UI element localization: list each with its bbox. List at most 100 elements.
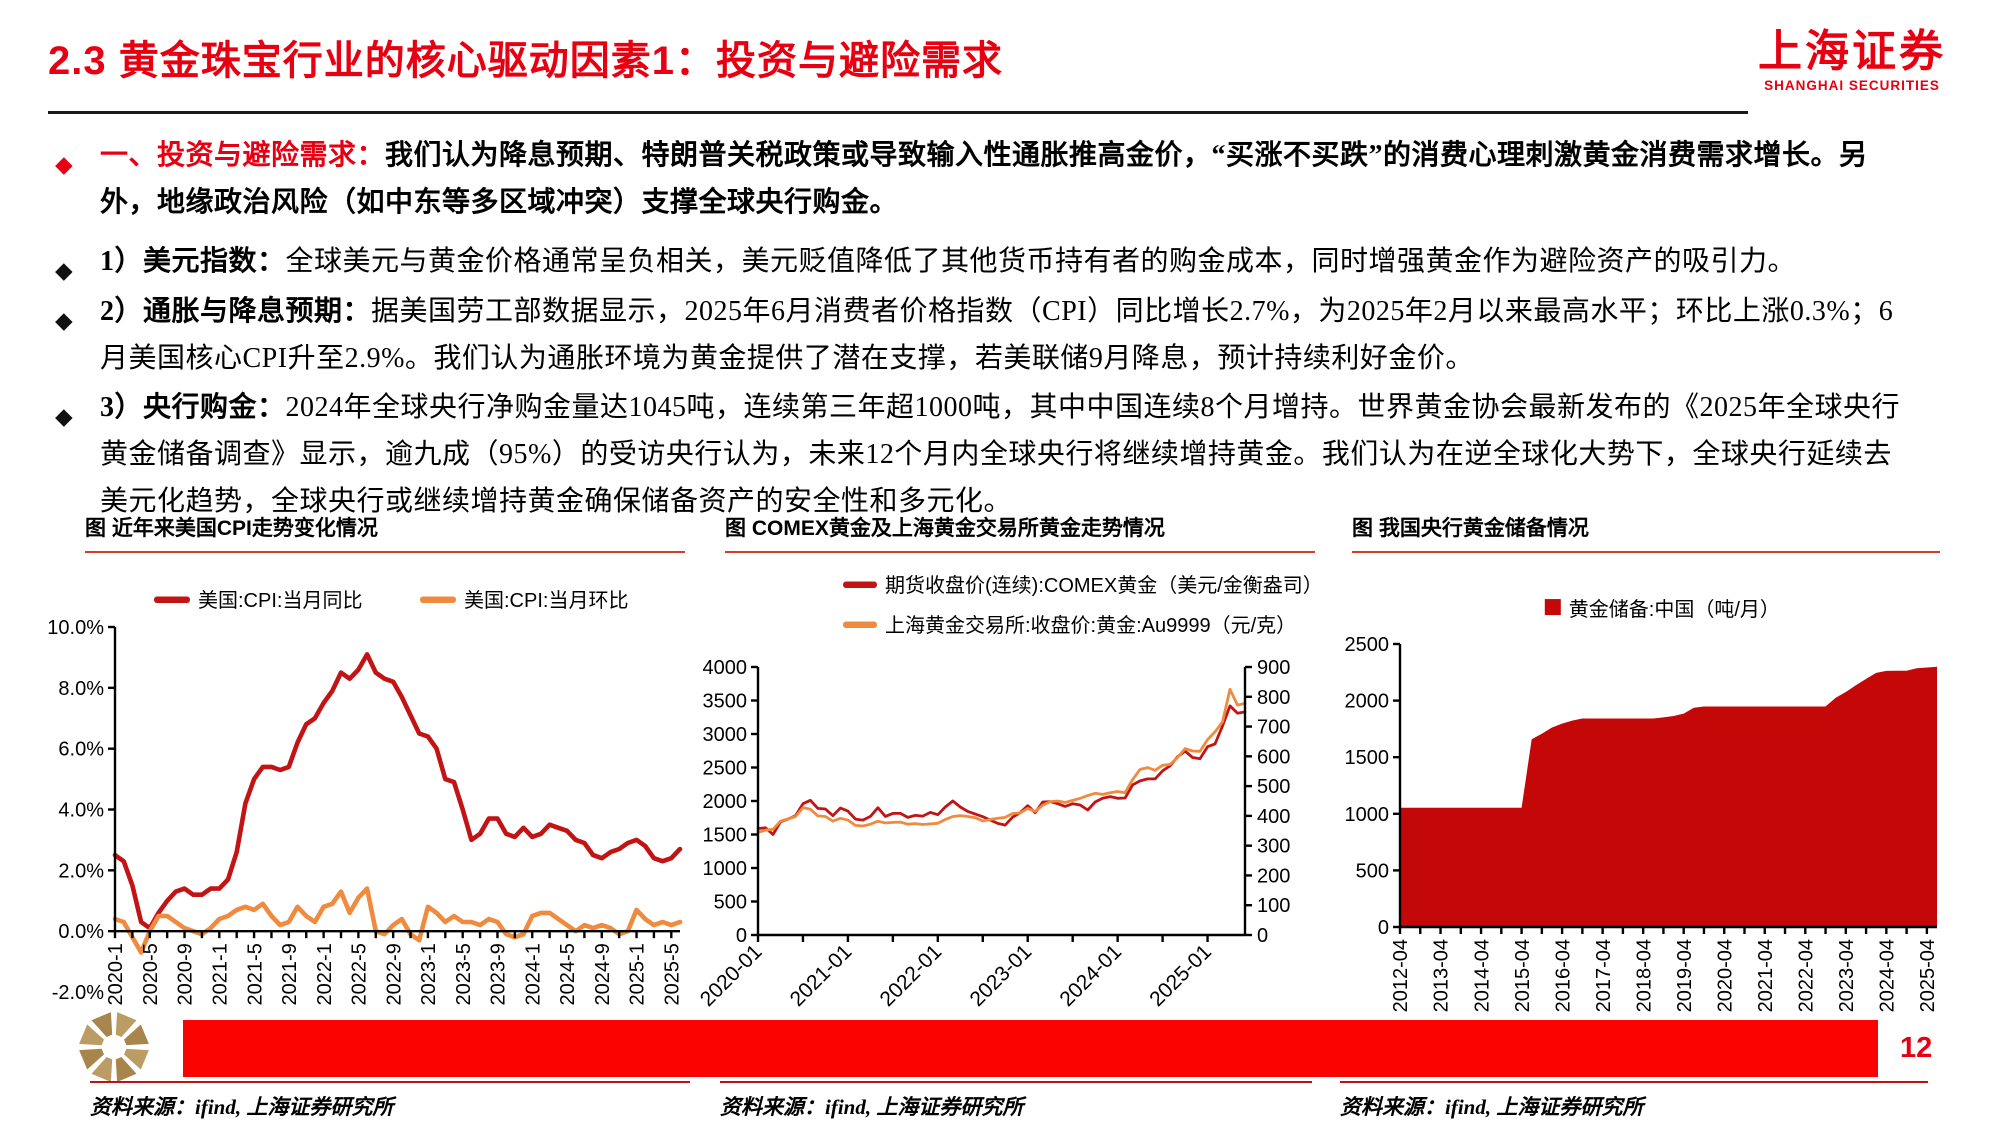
- svg-text:1000: 1000: [703, 858, 748, 880]
- svg-text:3000: 3000: [703, 724, 748, 746]
- svg-text:2023-01: 2023-01: [965, 940, 1036, 1011]
- svg-text:0: 0: [1257, 925, 1268, 947]
- source-note: 资料来源：ifind, 上海证券研究所: [1340, 1081, 1928, 1121]
- bullet-lead: 一、投资与避险需求：: [100, 140, 386, 171]
- bullet-text: 2024年全球央行净购金量达1045吨，连续第三年超1000吨，其中中国连续8个…: [100, 392, 1901, 517]
- svg-text:2017-04: 2017-04: [1593, 939, 1615, 1012]
- company-logo: 上海证券 SHANGHAI SECURITIES: [1758, 26, 1946, 93]
- svg-text:2021-9: 2021-9: [279, 943, 301, 1005]
- svg-text:700: 700: [1257, 717, 1290, 739]
- svg-text:2020-9: 2020-9: [175, 943, 197, 1005]
- cpi-chart-panel: 图 近年来美国CPI走势变化情况 10.0% 8.0% 6.0% 4.0% 2.0% 0.…: [47, 512, 685, 1027]
- svg-text:600: 600: [1257, 746, 1290, 768]
- bullet-lead: 1）美元指数：: [100, 246, 286, 277]
- diamond-bullet-icon: ◆: [55, 308, 74, 334]
- bullet-item-inflation: ◆ 2）通胀与降息预期：据美国劳工部数据显示，2025年6月消费者价格指数（CP…: [0, 288, 1912, 382]
- gold-price-chart-panel: 图 COMEX黄金及上海黄金交易所黄金走势情况 4000 3500 3000 2500…: [696, 512, 1323, 1031]
- svg-text:上海黄金交易所:收盘价:黄金:Au9999（元/克）: 上海黄金交易所:收盘价:黄金:Au9999（元/克）: [885, 614, 1296, 637]
- svg-text:2020-5: 2020-5: [140, 943, 162, 1005]
- svg-text:2013-04: 2013-04: [1431, 939, 1453, 1012]
- title-divider: [48, 111, 1748, 114]
- svg-text:2021-01: 2021-01: [786, 940, 857, 1011]
- bullet-text: 全球美元与黄金价格通常呈负相关，美元贬值降低了其他货币持有者的购金成本，同时增强…: [285, 246, 1797, 277]
- svg-text:1500: 1500: [1345, 747, 1390, 769]
- us-cpi-line-chart: 10.0% 8.0% 6.0% 4.0% 2.0% 0.0% -2.0% 2020-1 2020…: [47, 589, 684, 1005]
- chart-caption-cpi: 图 近年来美国CPI走势变化情况: [85, 512, 685, 553]
- svg-text:2023-04: 2023-04: [1836, 939, 1858, 1012]
- svg-text:2023-9: 2023-9: [488, 943, 510, 1005]
- svg-text:2025-1: 2025-1: [627, 943, 649, 1005]
- svg-text:2025-04: 2025-04: [1917, 939, 1939, 1012]
- comex-gold-line-chart: 4000350030002500200015001000500090080070…: [696, 574, 1323, 1011]
- bullet-text: 我们认为降息预期、特朗普关税政策或导致输入性通胀推高金价，“买涨不买跌”的消费心…: [100, 140, 1868, 218]
- bullet-item-dollar-index: ◆ 1）美元指数：全球美元与黄金价格通常呈负相关，美元贬值降低了其他货币持有者的…: [0, 238, 1912, 285]
- svg-text:2024-01: 2024-01: [1055, 940, 1126, 1011]
- svg-text:2021-1: 2021-1: [210, 943, 232, 1005]
- svg-text:2016-04: 2016-04: [1552, 939, 1574, 1012]
- svg-text:1000: 1000: [1345, 804, 1390, 826]
- svg-text:2014-04: 2014-04: [1471, 939, 1493, 1012]
- svg-text:200: 200: [1257, 865, 1290, 887]
- bullet-item-central-bank: ◆ 3）央行购金：2024年全球央行净购金量达1045吨，连续第三年超1000吨…: [0, 384, 1912, 525]
- svg-text:2012-04: 2012-04: [1390, 939, 1412, 1012]
- svg-text:2025-01: 2025-01: [1145, 940, 1216, 1011]
- svg-text:2.0%: 2.0%: [58, 860, 104, 882]
- svg-text:6.0%: 6.0%: [58, 739, 104, 761]
- chart-caption-gold-reserves: 图 我国央行黄金储备情况: [1352, 512, 1940, 553]
- svg-text:美国:CPI:当月环比: 美国:CPI:当月环比: [464, 589, 628, 612]
- svg-text:2025-5: 2025-5: [662, 943, 684, 1005]
- svg-text:4.0%: 4.0%: [58, 800, 104, 822]
- svg-text:2022-1: 2022-1: [314, 943, 336, 1005]
- svg-text:2021-04: 2021-04: [1755, 939, 1777, 1012]
- svg-text:2023-5: 2023-5: [453, 943, 475, 1005]
- svg-text:-2.0%: -2.0%: [52, 982, 104, 1004]
- svg-text:2020-1: 2020-1: [105, 943, 127, 1005]
- company-emblem-icon: [79, 1012, 149, 1082]
- svg-text:2022-01: 2022-01: [876, 940, 947, 1011]
- logo-en-text: SHANGHAI SECURITIES: [1764, 78, 1940, 93]
- svg-text:0: 0: [736, 925, 747, 947]
- svg-text:2021-5: 2021-5: [244, 943, 266, 1005]
- svg-text:10.0%: 10.0%: [47, 617, 104, 639]
- svg-text:期货收盘价(连续):COMEX黄金（美元/金衡盎司）: 期货收盘价(连续):COMEX黄金（美元/金衡盎司）: [885, 574, 1323, 597]
- gold-reserves-chart-panel: 图 我国央行黄金储备情况 2500 2000 1500 1000 500 0 2012-04…: [1345, 512, 1940, 1045]
- footer-banner: [183, 1020, 1878, 1077]
- svg-text:2000: 2000: [1345, 691, 1390, 713]
- svg-text:2024-9: 2024-9: [592, 943, 614, 1005]
- source-note: 资料来源：ifind, 上海证券研究所: [720, 1081, 1312, 1121]
- bullet-lead: 2）通胀与降息预期：: [100, 296, 372, 327]
- page-number: 12: [1900, 1032, 1933, 1064]
- svg-text:300: 300: [1257, 836, 1290, 858]
- svg-text:800: 800: [1257, 687, 1290, 709]
- bullet-lead: 3）央行购金：: [100, 392, 286, 423]
- svg-text:2020-04: 2020-04: [1714, 939, 1736, 1012]
- svg-text:2500: 2500: [1345, 634, 1390, 656]
- diamond-bullet-icon: ◆: [55, 152, 74, 178]
- bullet-item-demand: ◆ 一、投资与避险需求：我们认为降息预期、特朗普关税政策或导致输入性通胀推高金价…: [0, 132, 1912, 226]
- svg-text:2022-9: 2022-9: [383, 943, 405, 1005]
- svg-text:2022-5: 2022-5: [349, 943, 371, 1005]
- svg-text:2015-04: 2015-04: [1512, 939, 1534, 1012]
- svg-text:100: 100: [1257, 895, 1290, 917]
- svg-text:2020-01: 2020-01: [696, 940, 767, 1011]
- svg-text:500: 500: [714, 892, 747, 914]
- logo-cn-text: 上海证券: [1758, 27, 1946, 76]
- svg-text:0: 0: [1378, 917, 1389, 939]
- svg-text:4000: 4000: [703, 657, 748, 679]
- svg-text:900: 900: [1257, 657, 1290, 679]
- svg-text:2018-04: 2018-04: [1633, 939, 1655, 1012]
- diamond-bullet-icon: ◆: [55, 258, 74, 284]
- chart-caption-gold-price: 图 COMEX黄金及上海黄金交易所黄金走势情况: [725, 512, 1315, 553]
- svg-text:2000: 2000: [703, 791, 748, 813]
- svg-text:2022-04: 2022-04: [1795, 939, 1817, 1012]
- svg-text:2024-04: 2024-04: [1877, 939, 1899, 1012]
- source-note: 资料来源：ifind, 上海证券研究所: [90, 1081, 690, 1121]
- diamond-bullet-icon: ◆: [55, 404, 74, 430]
- page-title: 2.3 黄金珠宝行业的核心驱动因素1：投资与避险需求: [48, 39, 1003, 83]
- svg-text:2023-1: 2023-1: [418, 943, 440, 1005]
- svg-text:2024-1: 2024-1: [522, 943, 544, 1005]
- svg-text:2024-5: 2024-5: [557, 943, 579, 1005]
- svg-text:黄金储备:中国（吨/月）: 黄金储备:中国（吨/月）: [1569, 598, 1780, 621]
